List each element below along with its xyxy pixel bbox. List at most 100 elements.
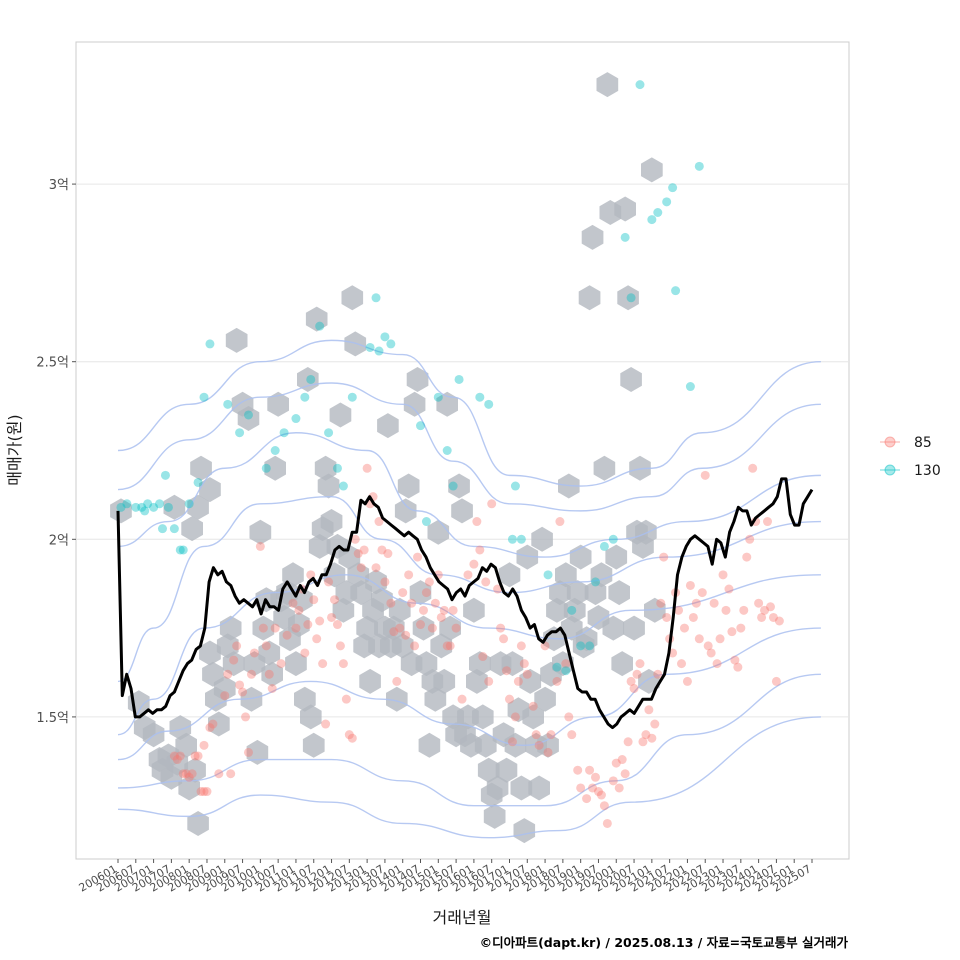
point-85 <box>629 683 639 693</box>
hexbin-cell <box>208 711 230 737</box>
point-130 <box>175 545 185 555</box>
point-85 <box>457 694 467 704</box>
contour-line <box>117 673 821 807</box>
point-85 <box>338 659 348 669</box>
hexbin-cell <box>406 367 429 392</box>
point-130 <box>205 339 215 349</box>
point-85 <box>510 712 520 722</box>
point-130 <box>347 392 357 402</box>
hexbin-cell <box>638 668 660 694</box>
hexbin-cell <box>285 651 307 677</box>
point-85 <box>205 723 215 733</box>
point-85 <box>487 499 497 509</box>
point-85 <box>356 563 366 573</box>
point-130 <box>137 502 147 512</box>
hexbin-cell <box>267 391 289 417</box>
point-85 <box>232 641 242 651</box>
point-130 <box>157 524 167 534</box>
point-130 <box>306 374 316 384</box>
point-85 <box>243 747 253 757</box>
hexbin-cell <box>264 455 286 481</box>
point-85 <box>614 783 624 793</box>
point-85 <box>175 751 185 761</box>
point-85 <box>715 634 725 644</box>
point-85 <box>653 669 663 679</box>
hexbin-cell <box>575 626 598 652</box>
hexbin-cell <box>308 533 331 559</box>
point-130 <box>324 428 334 438</box>
point-85 <box>371 563 381 573</box>
hexbin-cell <box>534 686 556 712</box>
hexbin-cell <box>629 455 651 481</box>
point-85 <box>644 705 654 715</box>
hexbin-cell <box>531 526 553 552</box>
contour-line <box>117 716 821 839</box>
point-130 <box>635 80 645 90</box>
point-85 <box>291 623 301 633</box>
point-85 <box>478 652 488 662</box>
hexbin-layer <box>110 72 666 844</box>
y-tick-label: 2억 <box>49 533 69 548</box>
caption: ©디아파트(dapt.kr) / 2025.08.13 / 자료=국토교통부 실… <box>480 935 849 950</box>
point-130 <box>315 321 325 331</box>
hexbin-cell <box>252 615 275 641</box>
point-85 <box>442 641 452 651</box>
point-85 <box>748 463 758 473</box>
hexbin-cell <box>635 519 657 545</box>
point-85 <box>220 691 230 701</box>
point-130 <box>279 428 289 438</box>
point-85 <box>184 772 194 782</box>
point-85 <box>383 549 393 559</box>
hexbin-cell <box>297 367 319 392</box>
point-85 <box>765 602 775 612</box>
contour-line <box>117 432 821 558</box>
point-85 <box>353 549 363 559</box>
hexbin-cell <box>240 686 263 712</box>
point-85 <box>555 517 565 527</box>
hexbin-cell <box>469 651 491 677</box>
trend-layer <box>116 477 814 730</box>
hexbin-cell <box>472 704 494 730</box>
point-85 <box>300 648 310 658</box>
hexbin-cell <box>261 661 283 687</box>
point-85 <box>617 755 627 765</box>
hexbin-cell <box>332 597 355 623</box>
point-85 <box>324 577 334 587</box>
hexbin-cell <box>418 732 441 758</box>
hexbin-cell <box>329 402 352 428</box>
point-85 <box>208 719 218 729</box>
point-85 <box>264 669 274 679</box>
point-85 <box>635 659 645 669</box>
point-85 <box>573 765 583 775</box>
contour-line <box>117 574 821 736</box>
point-85 <box>742 552 752 562</box>
hexbin-cell <box>596 72 619 98</box>
point-130 <box>442 446 452 455</box>
point-85 <box>771 676 781 686</box>
point-85 <box>389 627 399 637</box>
hexbin-cell <box>409 580 432 606</box>
point-85 <box>321 719 331 729</box>
point-85 <box>199 787 209 797</box>
point-130 <box>169 524 179 534</box>
hexbin-cell <box>448 473 470 499</box>
point-130 <box>685 382 695 392</box>
point-85 <box>416 620 426 630</box>
point-130 <box>184 499 194 509</box>
point-130 <box>552 662 562 672</box>
point-85 <box>312 634 322 644</box>
hexbin-cell <box>439 615 461 641</box>
point-85 <box>214 769 224 779</box>
point-85 <box>623 737 633 747</box>
hexbin-cell <box>314 455 337 481</box>
hexbin-cell <box>501 651 524 677</box>
point-85 <box>620 769 630 779</box>
point-85 <box>315 616 325 626</box>
point-130 <box>163 502 173 512</box>
point-85 <box>261 641 271 651</box>
point-130 <box>668 183 678 193</box>
point-85 <box>267 683 277 693</box>
point-85 <box>481 577 491 587</box>
point-130 <box>140 506 150 516</box>
